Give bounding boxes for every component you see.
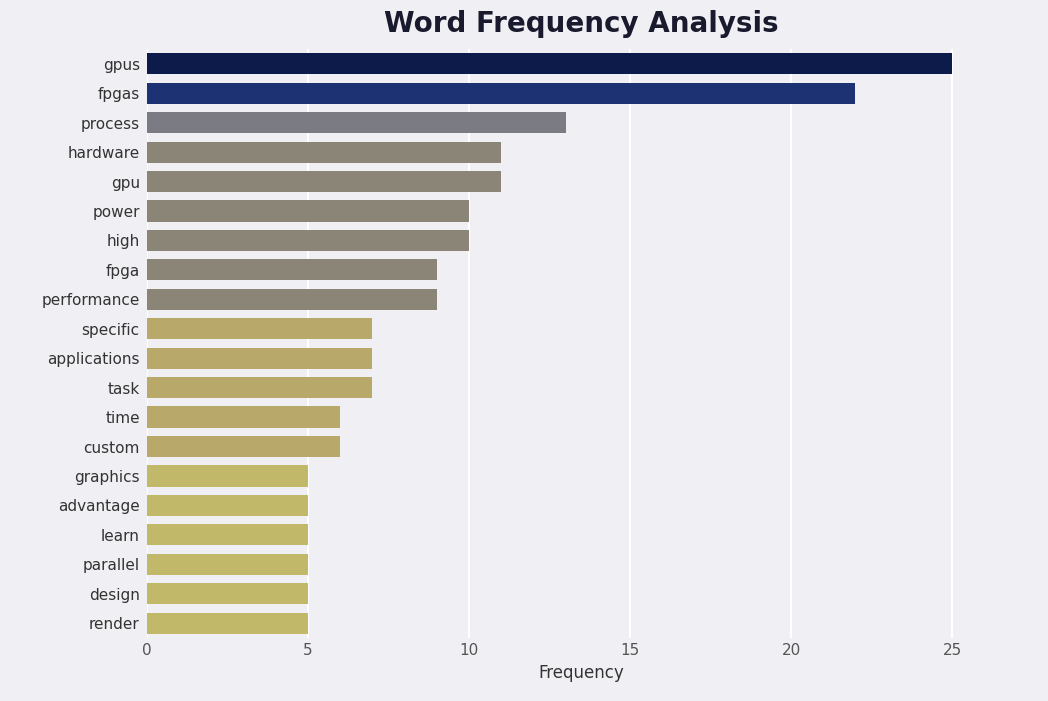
- Bar: [147, 318, 372, 339]
- Bar: [147, 407, 340, 428]
- Bar: [147, 142, 501, 163]
- Bar: [147, 112, 566, 133]
- Bar: [147, 613, 308, 634]
- Bar: [147, 465, 308, 486]
- Bar: [147, 524, 308, 545]
- X-axis label: Frequency: Frequency: [539, 664, 625, 682]
- Bar: [147, 554, 308, 575]
- Bar: [147, 230, 468, 251]
- Bar: [147, 259, 437, 280]
- Bar: [147, 377, 372, 398]
- Bar: [147, 171, 501, 192]
- Title: Word Frequency Analysis: Word Frequency Analysis: [385, 11, 779, 39]
- Bar: [147, 200, 468, 222]
- Bar: [147, 348, 372, 369]
- Bar: [147, 83, 855, 104]
- Bar: [147, 495, 308, 516]
- Bar: [147, 53, 953, 74]
- Bar: [147, 583, 308, 604]
- Bar: [147, 289, 437, 310]
- Bar: [147, 436, 340, 457]
